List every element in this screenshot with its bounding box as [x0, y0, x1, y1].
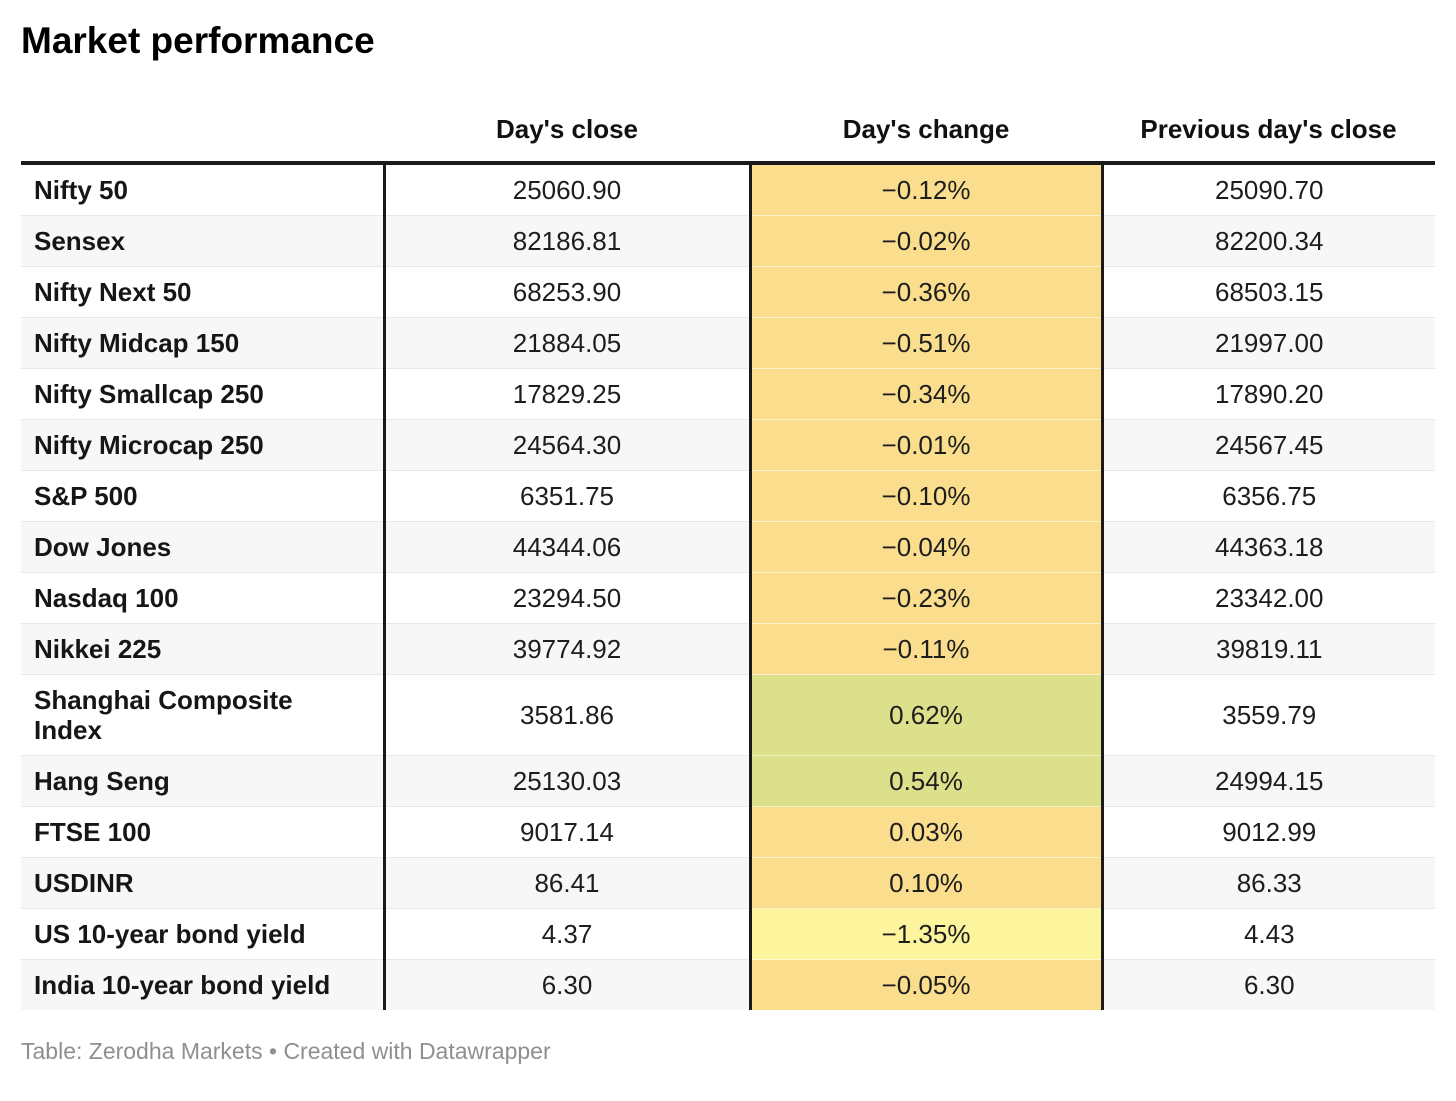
- days-close-value: 4.37: [384, 908, 750, 960]
- days-change-value: −0.01%: [748, 419, 1104, 471]
- days-change-value: −0.11%: [748, 623, 1104, 675]
- previous-close-value: 9012.99: [1102, 806, 1435, 858]
- table-row: Shanghai Composite Index 3581.86 0.62% 3…: [21, 674, 1435, 756]
- table-row: Dow Jones 44344.06 −0.04% 44363.18: [21, 521, 1435, 573]
- index-label: India 10-year bond yield: [21, 959, 386, 1010]
- table-row: Nikkei 225 39774.92 −0.11% 39819.11: [21, 623, 1435, 675]
- days-close-value: 6.30: [384, 959, 750, 1010]
- days-close-value: 39774.92: [384, 623, 750, 675]
- days-close-value: 25130.03: [384, 755, 750, 807]
- market-performance-table: Day's close Day's change Previous day's …: [21, 62, 1435, 1010]
- previous-close-value: 86.33: [1102, 857, 1435, 909]
- days-close-value: 82186.81: [384, 215, 750, 267]
- days-close-value: 25060.90: [512, 175, 622, 205]
- index-label: Shanghai Composite Index: [21, 674, 386, 756]
- index-label: Nikkei 225: [21, 623, 386, 675]
- days-change-value: −0.10%: [748, 470, 1104, 522]
- days-close-value: 21884.05: [384, 317, 750, 369]
- previous-close-value: 44363.18: [1102, 521, 1435, 573]
- previous-close-value: 68503.15: [1102, 266, 1435, 318]
- table-row: FTSE 100 9017.14 0.03% 9012.99: [21, 806, 1435, 858]
- days-close-value: 17829.25: [384, 368, 750, 420]
- table-row: Nifty Smallcap 250 17829.25 −0.34% 17890…: [21, 368, 1435, 420]
- index-label: USDINR: [21, 857, 386, 909]
- days-change-value: −0.51%: [748, 317, 1104, 369]
- days-change-value: 0.54%: [748, 755, 1104, 807]
- days-change-value: −0.02%: [748, 215, 1104, 267]
- table-row: Nifty Midcap 150 21884.05 −0.51% 21997.0…: [21, 317, 1435, 369]
- previous-close-value: 24567.45: [1102, 419, 1435, 471]
- days-close-value: 68253.90: [384, 266, 750, 318]
- index-label: Nifty Next 50: [21, 266, 386, 318]
- index-label: Sensex: [21, 215, 386, 267]
- index-label: Nifty Microcap 250: [21, 419, 386, 471]
- days-change-value: −0.12%: [748, 163, 1104, 216]
- days-change-value: −0.34%: [748, 368, 1104, 420]
- page-title: Market performance: [21, 20, 375, 61]
- index-label: US 10-year bond yield: [21, 908, 386, 960]
- column-header-days-close: Day's close: [384, 62, 750, 165]
- index-label: Nifty Midcap 150: [21, 317, 386, 369]
- previous-close-value: 23342.00: [1102, 572, 1435, 624]
- table-header: Day's close Day's change Previous day's …: [21, 62, 1435, 165]
- days-close-value: 9017.14: [384, 806, 750, 858]
- days-change-value: −0.04%: [748, 521, 1104, 573]
- days-close-value: 6351.75: [384, 470, 750, 522]
- previous-close-value: 39819.11: [1102, 623, 1435, 675]
- index-label: Nasdaq 100: [21, 572, 386, 624]
- previous-close-value: 21997.00: [1102, 317, 1435, 369]
- days-change-value: −0.23%: [748, 572, 1104, 624]
- index-label: S&P 500: [21, 470, 386, 522]
- previous-close-value: 25090.70: [1215, 175, 1324, 205]
- previous-close-value: 4.43: [1102, 908, 1435, 960]
- table-row: USDINR 86.41 0.10% 86.33: [21, 857, 1435, 909]
- table-row: Nifty Microcap 250 24564.30 −0.01% 24567…: [21, 419, 1435, 471]
- days-change-value: −0.36%: [748, 266, 1104, 318]
- days-change-value: −0.05%: [748, 959, 1104, 1010]
- table-row: Nifty Next 50 68253.90 −0.36% 68503.15: [21, 266, 1435, 318]
- previous-close-value: 82200.34: [1102, 215, 1435, 267]
- days-close-value: 23294.50: [384, 572, 750, 624]
- table-row: S&P 500 6351.75 −0.10% 6356.75: [21, 470, 1435, 522]
- days-change-value: 0.03%: [748, 806, 1104, 858]
- index-label: Nifty 50: [21, 163, 386, 216]
- table-row: Nasdaq 100 23294.50 −0.23% 23342.00: [21, 572, 1435, 624]
- column-header-index: [21, 62, 384, 165]
- days-close-value: 86.41: [384, 857, 750, 909]
- column-header-previous-close: Previous day's close: [1102, 62, 1435, 165]
- table-body: Nifty 50 25060.90 −0.12% 25090.70 Sensex…: [21, 163, 1435, 1010]
- previous-close-value: 3559.79: [1102, 674, 1435, 756]
- days-change-value: 0.10%: [748, 857, 1104, 909]
- table-row: Hang Seng 25130.03 0.54% 24994.15: [21, 755, 1435, 807]
- days-close-value: 3581.86: [384, 674, 750, 756]
- footer-attribution: Table: Zerodha Markets • Created with Da…: [21, 1038, 551, 1064]
- index-label: FTSE 100: [21, 806, 386, 858]
- index-label: Dow Jones: [21, 521, 386, 573]
- previous-close-value: 24994.15: [1102, 755, 1435, 807]
- days-change-value: −1.35%: [748, 908, 1104, 960]
- header-row: Day's close Day's change Previous day's …: [21, 62, 1435, 165]
- previous-close-value: 17890.20: [1102, 368, 1435, 420]
- index-label: Nifty Smallcap 250: [21, 368, 386, 420]
- table-row: US 10-year bond yield 4.37 −1.35% 4.43: [21, 908, 1435, 960]
- previous-close-value: 6356.75: [1102, 470, 1435, 522]
- days-change-value: 0.62%: [748, 674, 1104, 756]
- previous-close-value: 6.30: [1102, 959, 1435, 1010]
- days-close-value: 44344.06: [384, 521, 750, 573]
- days-close-value: 24564.30: [384, 419, 750, 471]
- index-label: Hang Seng: [21, 755, 386, 807]
- table-row: Nifty 50 25060.90 −0.12% 25090.70: [21, 163, 1435, 216]
- column-header-days-change: Day's change: [750, 62, 1102, 165]
- table-row: Sensex 82186.81 −0.02% 82200.34: [21, 215, 1435, 267]
- table-row: India 10-year bond yield 6.30 −0.05% 6.3…: [21, 959, 1435, 1010]
